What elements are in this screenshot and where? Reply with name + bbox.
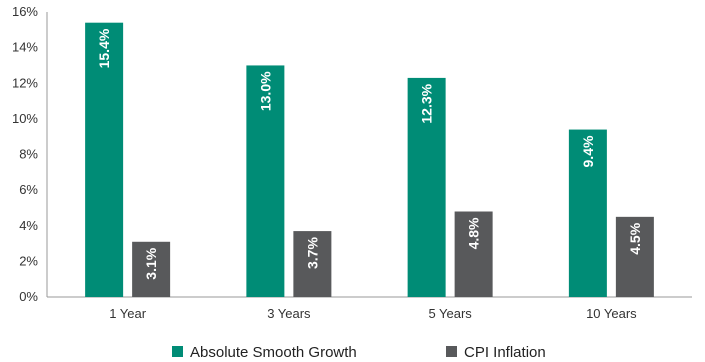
y-tick-label: 12% [12,75,38,90]
y-tick-label: 4% [19,218,38,233]
bar-cpi-inflation [615,216,654,297]
bar-data-label: 3.7% [304,237,320,269]
bar-cpi-inflation [293,231,332,297]
x-category-label: 3 Years [267,306,311,321]
bar-absolute-smooth-growth [568,129,607,297]
legend-swatch-cpi-inflation [446,346,457,357]
bar-absolute-smooth-growth [246,65,285,297]
bar-absolute-smooth-growth [85,22,124,297]
y-tick-label: 10% [12,111,38,126]
legend-label-absolute-smooth-growth: Absolute Smooth Growth [190,344,357,361]
bar-data-label: 15.4% [96,28,112,68]
y-tick-label: 8% [19,147,38,162]
bar-data-label: 3.1% [143,247,159,279]
x-category-label: 1 Year [109,306,147,321]
y-axis-ticks: 0% 2% 4% 6% 8% 10% 12% 14% 16% [12,4,38,304]
x-category-label: 10 Years [586,306,637,321]
bar-data-label: 4.5% [627,222,643,254]
chart-bars: 15.4% 3.1% 13.0% 3.7% 12.3% 4.8% 9.4% 4.5% [85,22,654,297]
bar-data-label: 12.3% [419,83,435,123]
bar-data-label: 9.4% [580,135,596,167]
bar-data-label: 13.0% [257,71,273,111]
bar-cpi-inflation [132,241,171,297]
y-tick-label: 2% [19,253,38,268]
y-tick-label: 16% [12,4,38,19]
y-tick-label: 14% [12,40,38,55]
y-tick-label: 6% [19,182,38,197]
x-category-label: 5 Years [428,306,472,321]
bar-cpi-inflation [454,211,493,297]
bar-data-label: 4.8% [466,217,482,249]
chart-legend: Absolute Smooth Growth CPI Inflation [172,344,546,361]
y-tick-label: 0% [19,289,38,304]
bar-absolute-smooth-growth [407,77,446,297]
legend-swatch-absolute-smooth-growth [172,346,183,357]
x-axis-labels: 1 Year 3 Years 5 Years 10 Years [109,306,637,321]
legend-label-cpi-inflation: CPI Inflation [464,344,546,361]
